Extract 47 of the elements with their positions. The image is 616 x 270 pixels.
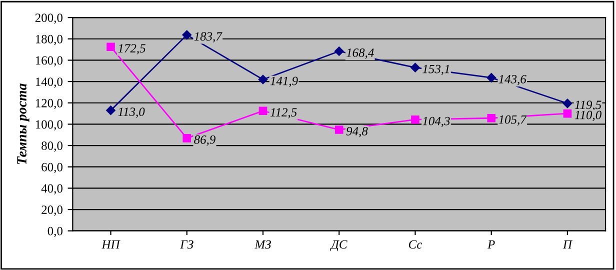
x-tick-label: П xyxy=(562,240,573,249)
y-axis-title: Темпы роста xyxy=(17,84,30,164)
data-label: 172,5 xyxy=(118,44,146,54)
y-tick-label: 80,0 xyxy=(42,142,62,152)
point xyxy=(106,42,115,52)
y-tick-label: 60,0 xyxy=(42,162,62,174)
data-label: 94,8 xyxy=(346,126,368,138)
data-label: 105,7 xyxy=(498,115,527,126)
point xyxy=(563,109,572,118)
x-tick-label: НП xyxy=(102,240,120,249)
y-tick-label: 40,0 xyxy=(41,184,62,194)
y-tick-label: 200,0 xyxy=(35,14,62,24)
point xyxy=(334,126,344,134)
data-label: 104,3 xyxy=(422,116,450,128)
y-tick-label: 120,0 xyxy=(36,98,62,110)
y-tick-label: 100,0 xyxy=(36,120,62,130)
x-tick-label: ГЗ xyxy=(180,240,194,249)
x-tick-label: Р xyxy=(487,240,495,249)
y-tick-label: 140,0 xyxy=(36,78,62,88)
point xyxy=(258,106,268,116)
y-tick-label: 0,0 xyxy=(48,226,62,238)
x-tick-label: Сс xyxy=(408,240,422,249)
x-tick-label: МЗ xyxy=(254,240,272,249)
data-label: 86,9 xyxy=(194,135,216,146)
point xyxy=(334,46,344,56)
data-label: 112,5 xyxy=(270,108,297,118)
point xyxy=(410,62,420,72)
data-label: 141,9 xyxy=(270,76,298,87)
x-tick-label: ДС xyxy=(330,240,348,252)
data-label: 143,6 xyxy=(498,74,526,86)
y-tick-label: 20,0 xyxy=(42,206,62,216)
data-label: 168,4 xyxy=(346,48,374,59)
point xyxy=(182,134,192,142)
y-tick-label: 160,0 xyxy=(36,56,62,66)
point xyxy=(486,73,496,82)
point xyxy=(182,30,192,40)
point xyxy=(258,74,268,84)
point xyxy=(487,114,496,122)
point xyxy=(562,98,572,108)
data-label: 119,5 xyxy=(574,100,602,111)
y-tick-label: 180,0 xyxy=(36,34,62,46)
data-label: 113,0 xyxy=(118,108,145,118)
point xyxy=(411,115,420,124)
data-label: 153,1 xyxy=(422,64,449,76)
data-label: 183,7 xyxy=(194,32,222,42)
point xyxy=(106,106,116,115)
data-label: 110,0 xyxy=(574,110,602,122)
